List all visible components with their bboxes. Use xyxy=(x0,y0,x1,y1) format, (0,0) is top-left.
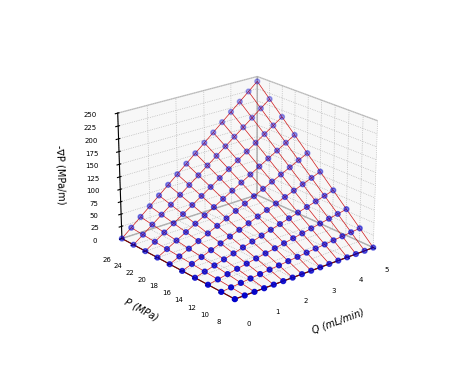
X-axis label: Q (mL/min): Q (mL/min) xyxy=(311,307,366,335)
Y-axis label: P (MPa): P (MPa) xyxy=(123,296,160,323)
